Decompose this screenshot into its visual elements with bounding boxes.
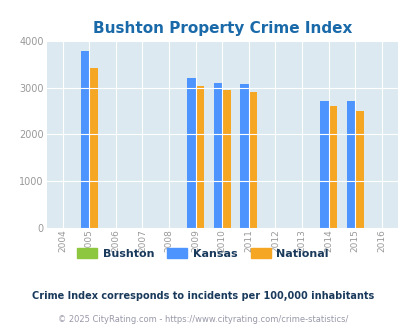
Legend: Bushton, Kansas, National: Bushton, Kansas, National (72, 244, 333, 263)
Bar (248, 92, 257, 228)
Bar (320, 101, 328, 228)
Bar (328, 106, 337, 228)
Bar (346, 101, 354, 228)
Bar (240, 84, 248, 228)
Bar (213, 83, 222, 228)
Bar (354, 111, 363, 228)
Bar (187, 78, 195, 228)
Bar (89, 68, 98, 228)
Bar (222, 90, 230, 228)
Bar (81, 50, 89, 228)
Title: Bushton Property Crime Index: Bushton Property Crime Index (92, 21, 351, 36)
Text: © 2025 CityRating.com - https://www.cityrating.com/crime-statistics/: © 2025 CityRating.com - https://www.city… (58, 315, 347, 324)
Text: Crime Index corresponds to incidents per 100,000 inhabitants: Crime Index corresponds to incidents per… (32, 291, 373, 301)
Bar (195, 85, 204, 228)
